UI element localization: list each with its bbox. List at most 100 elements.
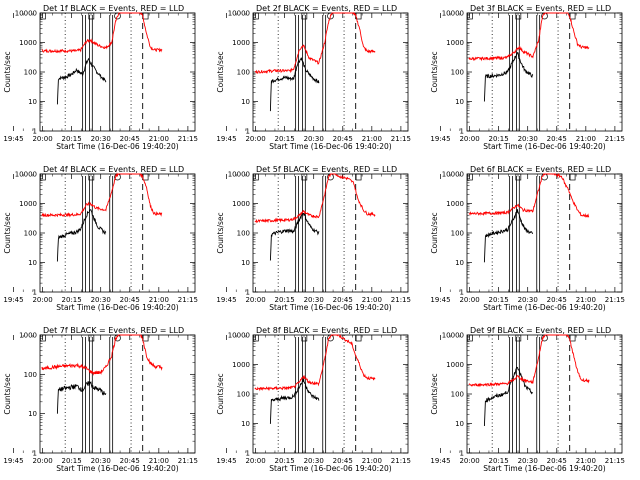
x-tick-label: 19:45 <box>216 135 236 143</box>
y-tick-label: 10 <box>28 410 37 418</box>
y-tick-label: 1 <box>246 450 250 458</box>
x-tick-label: 19:45 <box>3 457 23 465</box>
flag-marker <box>40 334 46 342</box>
y-tick-label: 10 <box>241 98 250 106</box>
y-tick-label: 1 <box>33 289 37 297</box>
series-events-line <box>269 56 320 112</box>
y-tick-label: 100 <box>451 69 464 77</box>
x-tick-label: 20:30 <box>91 296 111 304</box>
flag-marker <box>569 334 576 342</box>
x-tick-label: 21:15 <box>605 457 625 465</box>
plot-title: Det 4f BLACK = Events, RED = LLD <box>43 165 184 174</box>
y-tick-label: 10000 <box>228 332 250 340</box>
x-tick-label: 20:15 <box>62 457 82 465</box>
flag-marker <box>301 173 308 181</box>
y-tick-label: 1 <box>460 289 464 297</box>
x-tick-label: 20:00 <box>245 296 265 304</box>
saa-marker <box>114 12 121 20</box>
x-tick-label: 21:00 <box>362 135 382 143</box>
x-tick-label: 21:15 <box>178 296 198 304</box>
x-tick-label: 20:00 <box>459 457 479 465</box>
flag-marker <box>88 12 95 20</box>
series-lld-line <box>41 12 163 54</box>
plot-frame <box>39 334 196 454</box>
flag-marker <box>569 173 576 181</box>
x-axis-label: Start Time (16-Dec-06 19:40:20) <box>56 303 178 312</box>
y-tick-label: 10000 <box>442 171 464 179</box>
x-axis-label: Start Time (16-Dec-06 19:40:20) <box>483 464 605 473</box>
plot-frame <box>252 334 409 454</box>
series-events-line <box>483 52 534 102</box>
y-tick-label: 10 <box>455 98 464 106</box>
y-tick-label: 1000 <box>19 39 37 47</box>
plot-frame <box>39 12 196 132</box>
x-tick-label: 20:30 <box>91 135 111 143</box>
y-tick-label: 100 <box>237 69 250 77</box>
y-axis-label: Counts/sec <box>3 373 12 414</box>
x-tick-label: 20:15 <box>275 135 295 143</box>
x-tick-label: 21:15 <box>391 296 411 304</box>
series-lld-line <box>468 334 590 388</box>
flag-marker <box>515 173 522 181</box>
plot-title: Det 3f BLACK = Events, RED = LLD <box>470 4 611 13</box>
saa-marker <box>327 334 334 342</box>
x-tick-label: 20:15 <box>275 457 295 465</box>
x-tick-label: 20:00 <box>32 135 52 143</box>
y-tick-label: 1000 <box>19 332 37 340</box>
x-axis-label: Start Time (16-Dec-06 19:40:20) <box>483 142 605 151</box>
y-tick-label: 10000 <box>228 10 250 18</box>
plot-frame <box>39 173 196 293</box>
y-axis-label: Counts/sec <box>3 51 12 92</box>
x-tick-label: 20:30 <box>518 457 538 465</box>
x-tick-label: 20:45 <box>333 135 353 143</box>
y-tick-label: 1 <box>33 450 37 458</box>
y-axis-label: Counts/sec <box>216 51 225 92</box>
plot-panel-3: Det 3f BLACK = Events, RED = LLD 1 10 100 10… <box>430 4 625 151</box>
x-tick-label: 19:45 <box>430 135 450 143</box>
saa-marker <box>327 12 334 20</box>
plot-frame <box>466 334 623 454</box>
x-tick-label: 20:15 <box>62 296 82 304</box>
x-tick-label: 21:00 <box>149 457 169 465</box>
x-tick-label: 20:00 <box>32 457 52 465</box>
flag-marker <box>515 12 522 20</box>
flag-marker <box>253 173 259 181</box>
y-axis-label: Counts/sec <box>216 373 225 414</box>
flag-marker <box>88 173 95 181</box>
flag-marker <box>142 173 149 181</box>
x-tick-label: 21:00 <box>576 457 596 465</box>
flag-marker <box>355 173 362 181</box>
x-tick-label: 21:00 <box>576 135 596 143</box>
x-tick-label: 21:15 <box>178 457 198 465</box>
series-events-line <box>269 212 320 261</box>
y-tick-label: 1 <box>33 128 37 136</box>
series-lld-line <box>468 12 590 62</box>
plot-title: Det 8f BLACK = Events, RED = LLD <box>256 326 397 335</box>
plot-panel-2: Det 2f BLACK = Events, RED = LLD 1 10 100 10… <box>216 4 411 151</box>
flag-marker <box>467 173 473 181</box>
y-tick-label: 1000 <box>446 200 464 208</box>
plot-panel-6: Det 6f BLACK = Events, RED = LLD 1 10 100 10… <box>430 165 625 312</box>
flag-marker <box>40 173 46 181</box>
y-tick-label: 10000 <box>15 10 37 18</box>
series-events-line <box>56 381 107 414</box>
y-tick-label: 1000 <box>19 200 37 208</box>
x-tick-label: 21:15 <box>605 296 625 304</box>
plot-frame <box>252 173 409 293</box>
x-tick-label: 19:45 <box>3 135 23 143</box>
x-axis-label: Start Time (16-Dec-06 19:40:20) <box>483 303 605 312</box>
y-tick-label: 100 <box>24 69 37 77</box>
x-tick-label: 20:00 <box>459 296 479 304</box>
y-tick-label: 1 <box>246 289 250 297</box>
x-tick-label: 21:00 <box>149 296 169 304</box>
x-tick-label: 20:00 <box>459 135 479 143</box>
plot-title: Det 1f BLACK = Events, RED = LLD <box>43 4 184 13</box>
flag-marker <box>301 12 308 20</box>
plot-panel-9: Det 9f BLACK = Events, RED = LLD 1 10 100 10… <box>430 326 625 473</box>
y-tick-label: 100 <box>451 391 464 399</box>
y-axis-label: Counts/sec <box>3 212 12 253</box>
x-tick-label: 21:00 <box>576 296 596 304</box>
series-events-line <box>483 366 534 427</box>
x-tick-label: 20:00 <box>245 135 265 143</box>
